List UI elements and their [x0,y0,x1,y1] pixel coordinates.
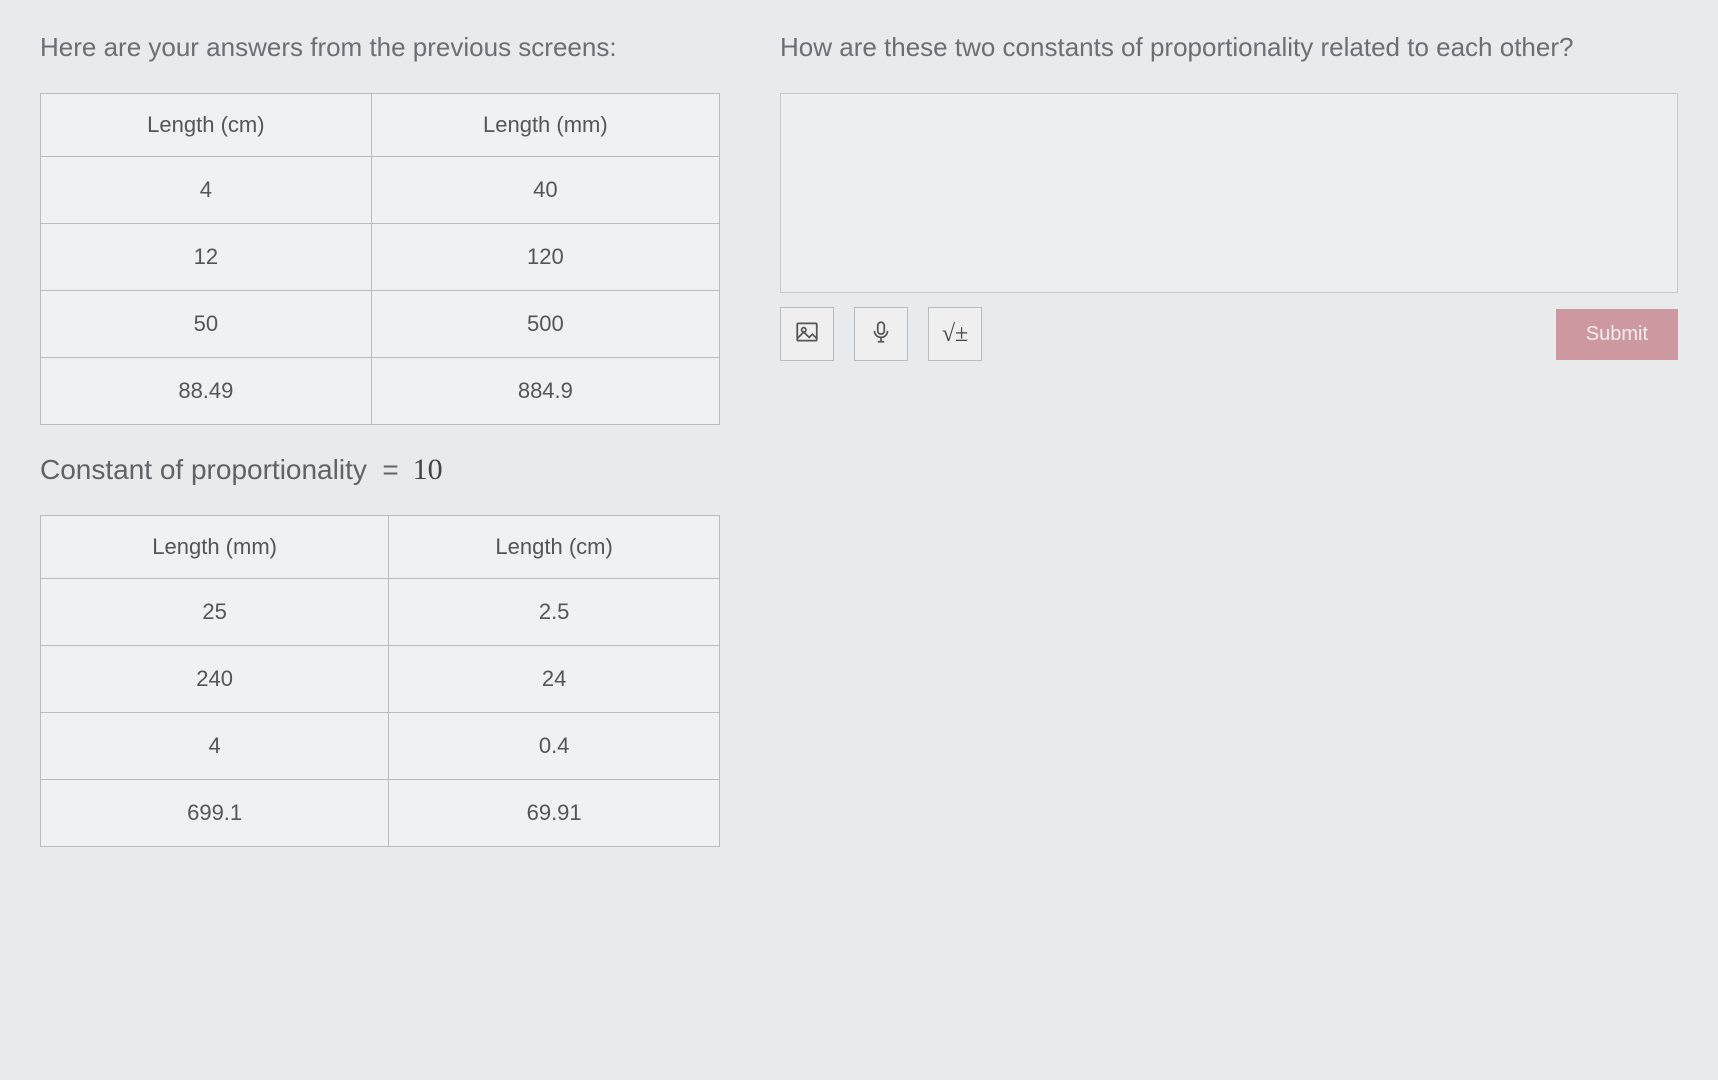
image-icon [794,319,820,350]
cell: 699.1 [41,780,389,847]
cell: 240 [41,646,389,713]
table-row: 12 120 [41,224,720,291]
table-row: 240 24 [41,646,720,713]
cop-equals: = [382,454,398,485]
cell: 4 [41,157,372,224]
table-cm-to-mm: Length (cm) Length (mm) 4 40 12 120 50 5… [40,93,720,425]
col-header-length-cm: Length (cm) [41,94,372,157]
cell: 0.4 [389,713,720,780]
cell: 12 [41,224,372,291]
cell: 88.49 [41,358,372,425]
cell: 25 [41,579,389,646]
cell: 24 [389,646,720,713]
constant-of-proportionality-1: Constant of proportionality = 10 [40,453,720,487]
cell: 120 [371,224,719,291]
question-text: How are these two constants of proportio… [780,30,1678,65]
cop-label: Constant of proportionality [40,454,367,485]
answer-toolbar: √± Submit [780,307,1678,361]
table-row: 50 500 [41,291,720,358]
table-row: 699.1 69.91 [41,780,720,847]
insert-image-button[interactable] [780,307,834,361]
table-mm-to-cm: Length (mm) Length (cm) 25 2.5 240 24 4 … [40,515,720,847]
table-row: 25 2.5 [41,579,720,646]
answer-textarea[interactable] [780,93,1678,293]
cell: 50 [41,291,372,358]
cell: 4 [41,713,389,780]
cell: 69.91 [389,780,720,847]
cell: 884.9 [371,358,719,425]
table-row: 4 40 [41,157,720,224]
math-input-button[interactable]: √± [928,307,982,361]
table-row: 4 0.4 [41,713,720,780]
cell: 40 [371,157,719,224]
table-row: Length (mm) Length (cm) [41,516,720,579]
col-header-length-cm: Length (cm) [389,516,720,579]
table-row: Length (cm) Length (mm) [41,94,720,157]
mic-icon [868,319,894,350]
cop-value: 10 [413,453,443,486]
submit-button[interactable]: Submit [1556,309,1678,360]
col-header-length-mm: Length (mm) [41,516,389,579]
cell: 500 [371,291,719,358]
microphone-button[interactable] [854,307,908,361]
col-header-length-mm: Length (mm) [371,94,719,157]
cell: 2.5 [389,579,720,646]
table-row: 88.49 884.9 [41,358,720,425]
previous-answers-heading: Here are your answers from the previous … [40,30,720,65]
radical-plusminus-icon: √± [942,321,968,348]
